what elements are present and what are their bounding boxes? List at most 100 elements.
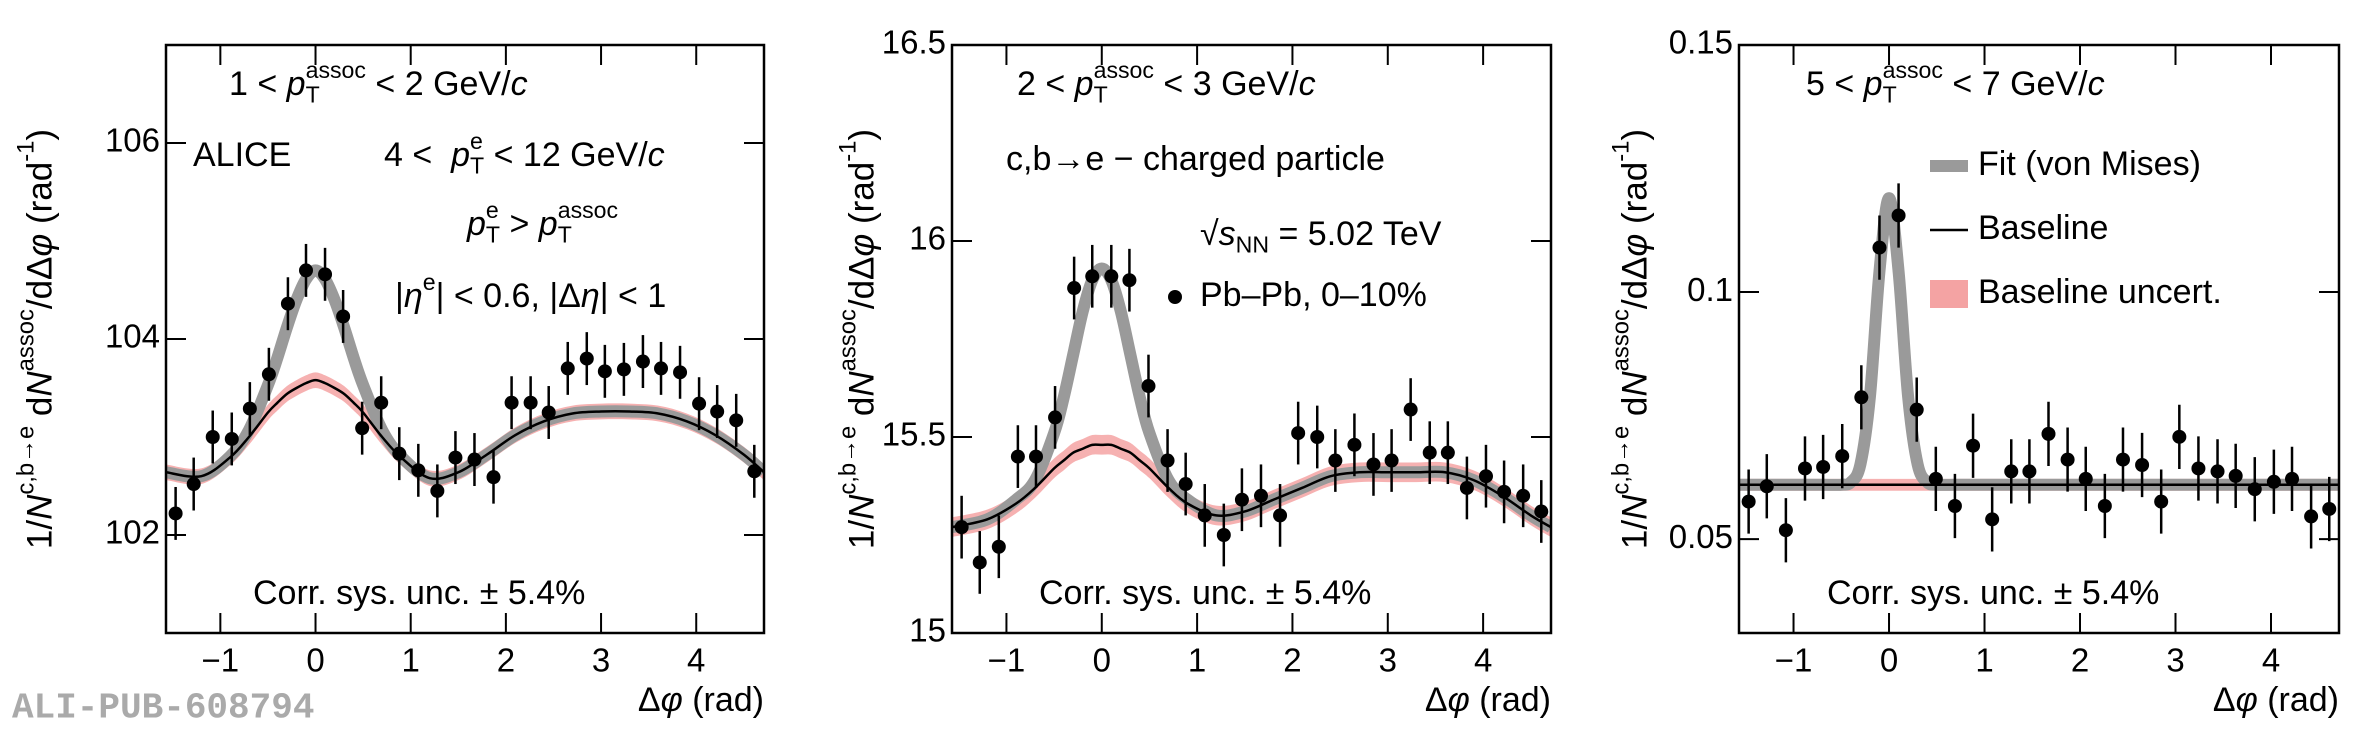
text-part: N <box>20 371 59 397</box>
data-point <box>579 351 594 366</box>
text-part: < 3 GeV/ <box>1154 65 1299 103</box>
text-part: Corr. sys. unc. ± 5.4% <box>1039 574 1371 612</box>
text-part: assoc <box>1883 57 1943 83</box>
data-point <box>1854 390 1869 405</box>
data-point <box>1104 269 1119 284</box>
data-point <box>1178 477 1193 492</box>
text-part: η <box>581 277 600 315</box>
data-point <box>168 506 183 521</box>
text-part: assoc <box>13 309 40 371</box>
data-point <box>1909 402 1924 417</box>
y-tick-label: 0.15 <box>1669 24 1733 61</box>
text-part: ALICE <box>193 136 291 174</box>
data-point <box>2304 509 2319 524</box>
text-part: 1/ <box>1615 520 1654 549</box>
x-tick-label: 3 <box>1379 642 1397 679</box>
text-part: assoc <box>1094 57 1154 83</box>
text-part: (rad) <box>683 681 764 719</box>
annotation: √ s NN = 5.02 TeV <box>1200 215 1442 257</box>
data-point <box>1310 430 1325 444</box>
data-point <box>1872 240 1887 255</box>
text-part: c,b→e <box>13 426 40 495</box>
text-part: φ <box>2236 681 2258 719</box>
data-point <box>1141 379 1156 394</box>
x-tick-label: 4 <box>1474 642 1492 679</box>
watermark: ALI-PUB-608794 <box>12 688 314 729</box>
data-point <box>1422 445 1437 460</box>
text-part: (rad) <box>2258 681 2339 719</box>
x-tick-label: 1 <box>1975 642 1993 679</box>
text-part: T <box>486 221 500 247</box>
x-tick-label: −1 <box>988 642 1026 679</box>
y-tick-label: 0.1 <box>1687 271 1733 308</box>
data-point <box>2154 494 2169 509</box>
text-part: 5 < <box>1806 65 1864 103</box>
text-part: e <box>470 128 483 154</box>
data-point <box>1891 208 1906 223</box>
data-point <box>448 450 463 465</box>
data-point <box>2078 471 2093 486</box>
text-part: ) <box>20 129 59 141</box>
data-point <box>747 464 762 479</box>
data-point <box>2097 499 2112 514</box>
data-point <box>1741 494 1756 509</box>
annotation: Corr. sys. unc. ± 5.4% <box>1039 574 1371 612</box>
data-point <box>299 263 314 278</box>
text-part: Corr. sys. unc. ± 5.4% <box>1827 574 2159 612</box>
text-part: N <box>842 371 881 397</box>
text-part: φ <box>1448 681 1470 719</box>
data-point <box>2266 474 2281 489</box>
text-part: (rad) <box>1470 681 1551 719</box>
x-tick-label: 1 <box>402 642 420 679</box>
data-point <box>1197 508 1212 523</box>
text-part: c,b→e <box>835 426 862 495</box>
y-tick-label: 106 <box>105 122 160 159</box>
data-point <box>1048 410 1063 425</box>
text-part: e <box>486 197 499 223</box>
data-point <box>972 555 987 570</box>
text-part: c <box>1299 65 1316 103</box>
y-tick-label: 104 <box>105 318 160 355</box>
data-point <box>1384 453 1399 468</box>
data-point <box>2191 461 2206 476</box>
legend-label: Baseline <box>1978 209 2108 247</box>
text-part: /dΔ <box>1615 257 1654 310</box>
data-point <box>261 367 276 382</box>
text-part: c <box>648 136 665 174</box>
data-point <box>597 364 612 379</box>
baseline-line <box>952 443 1551 529</box>
data-point <box>2115 452 2130 467</box>
data-point <box>1835 449 1850 464</box>
text-part: NN <box>1236 231 1269 257</box>
plot-area <box>952 244 1551 594</box>
text-part: Corr. sys. unc. ± 5.4% <box>253 574 585 612</box>
data-point <box>991 539 1006 554</box>
text-part: T <box>1094 81 1108 107</box>
text-part: d <box>20 397 59 426</box>
data-point <box>1085 269 1100 284</box>
axes-frame <box>164 43 766 635</box>
text-part: 1 < <box>229 65 287 103</box>
text-part: φ <box>20 234 59 257</box>
text-part: < 2 GeV/ <box>366 65 511 103</box>
text-part: p <box>1863 65 1883 103</box>
annotation: c,b→e − charged particle <box>1006 140 1385 178</box>
text-part: N <box>20 494 59 520</box>
plot-area <box>1739 183 2339 563</box>
text-part: < 7 GeV/ <box>1943 65 2088 103</box>
legend-marker <box>1168 290 1182 304</box>
data-point <box>729 413 744 428</box>
text-part: | < 1 <box>600 277 667 315</box>
legend-label: Fit (von Mises) <box>1978 145 2201 183</box>
data-point <box>710 404 725 419</box>
data-point <box>2022 464 2037 479</box>
text-part: > <box>500 205 539 243</box>
text-part: √ <box>1200 215 1219 253</box>
